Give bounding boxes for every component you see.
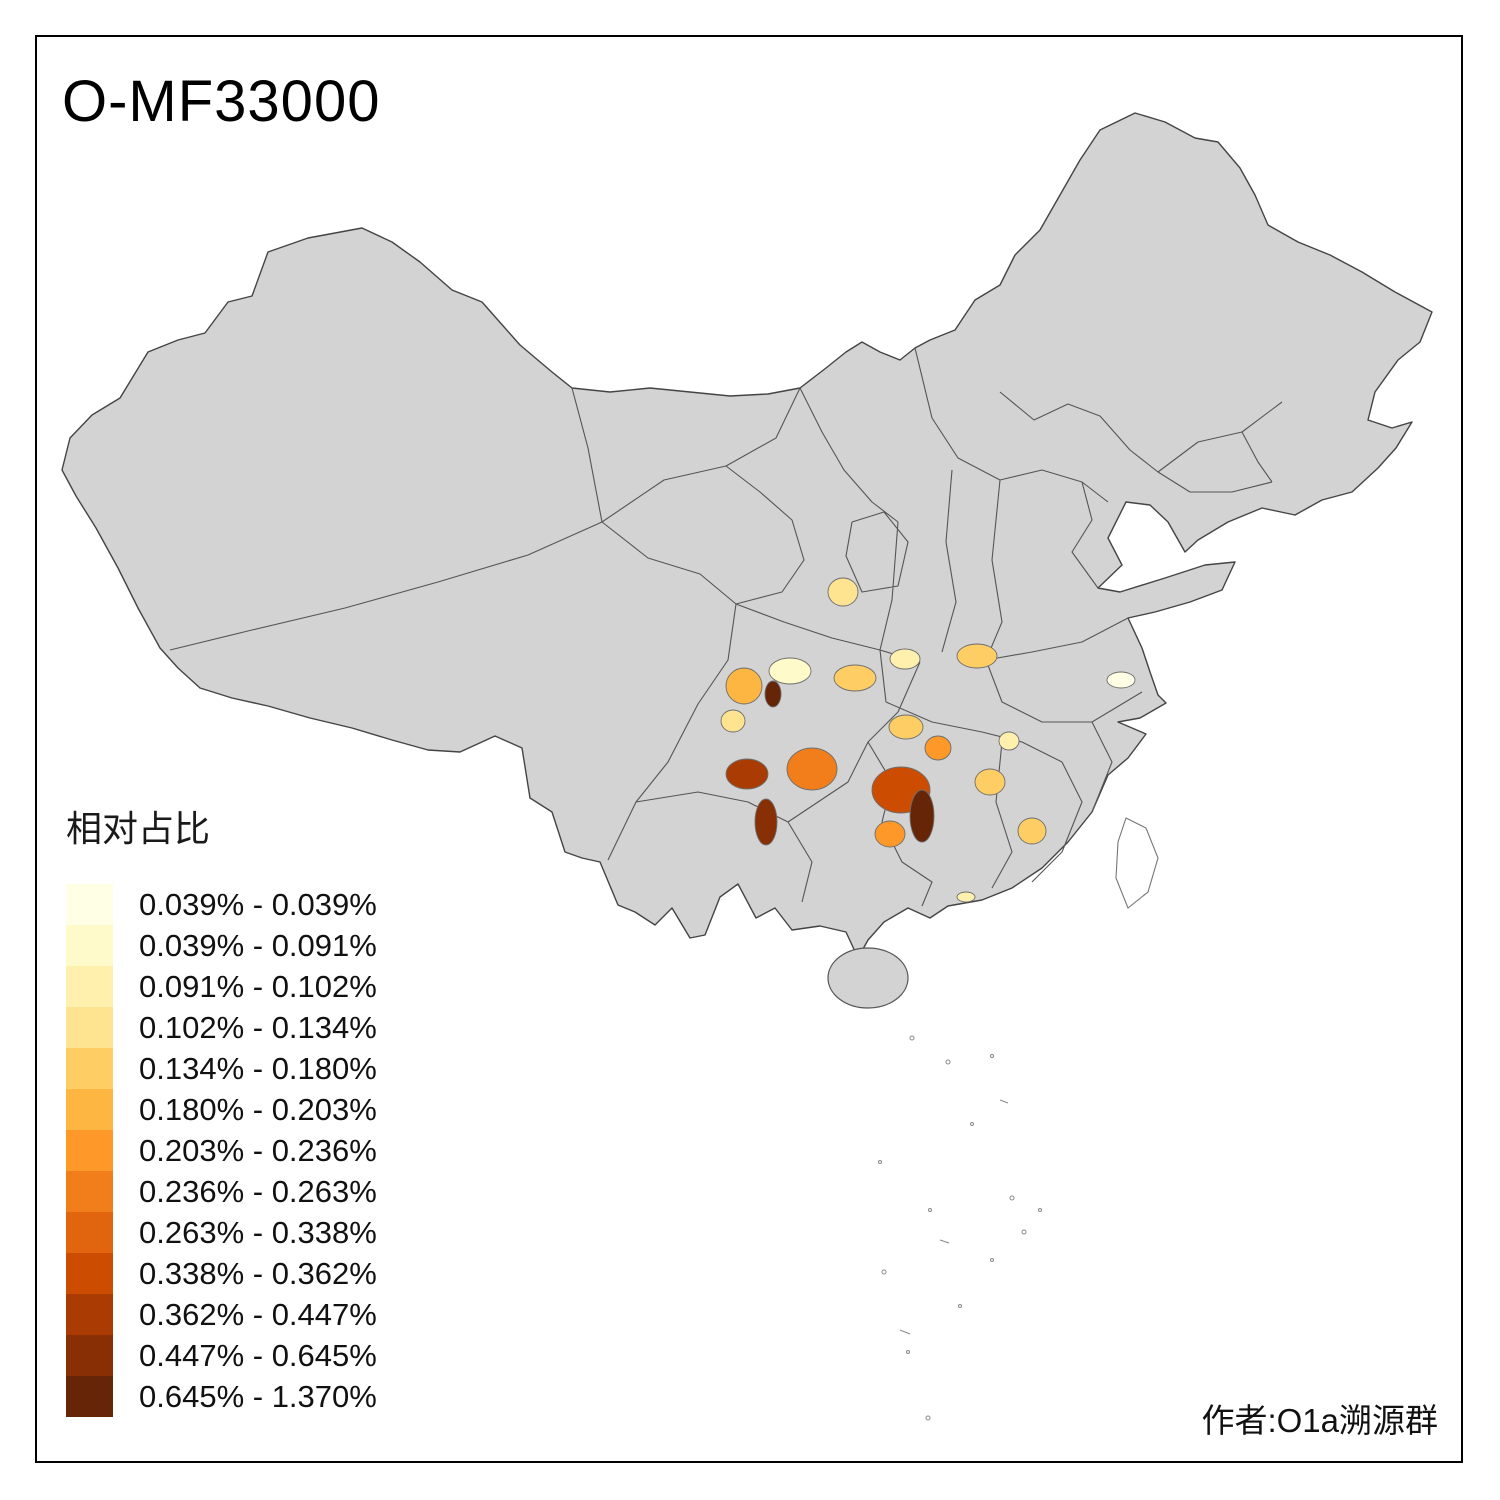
highlighted-prefecture	[768, 657, 812, 685]
legend-swatch	[66, 1089, 113, 1130]
legend-swatch	[66, 966, 113, 1007]
highlighted-prefecture	[725, 667, 763, 705]
legend-row: 0.338% - 0.362%	[66, 1253, 377, 1294]
legend: 相对占比 0.039% - 0.039% 0.039% - 0.091% 0.091…	[66, 800, 377, 1417]
sea-islets	[878, 1035, 1042, 1421]
highlighted-prefecture	[764, 680, 782, 708]
highlighted-prefecture	[725, 758, 769, 790]
legend-swatch	[66, 1376, 113, 1417]
legend-row: 0.263% - 0.338%	[66, 1212, 377, 1253]
highlighted-prefecture	[786, 747, 838, 791]
highlighted-prefecture	[956, 891, 976, 903]
legend-row: 0.180% - 0.203%	[66, 1089, 377, 1130]
legend-title: 相对占比	[66, 808, 211, 849]
legend-swatch	[66, 1171, 113, 1212]
highlighted-prefecture	[889, 648, 921, 670]
hainan-island	[827, 947, 909, 1009]
province-borders	[169, 347, 1283, 907]
legend-swatch	[66, 1130, 113, 1171]
highlighted-prefecture	[1106, 671, 1136, 689]
legend-label: 0.362% - 0.447%	[139, 1296, 377, 1332]
legend-swatch	[66, 884, 113, 925]
legend-label: 0.039% - 0.091%	[139, 927, 377, 963]
page-title: O-MF33000	[62, 69, 381, 134]
legend-row: 0.447% - 0.645%	[66, 1335, 377, 1376]
legend-swatch	[66, 1253, 113, 1294]
legend-items: 0.039% - 0.039% 0.039% - 0.091% 0.091% - 0…	[66, 884, 377, 1417]
taiwan-island	[1115, 817, 1159, 909]
highlight-regions	[720, 577, 1136, 903]
highlighted-prefecture	[924, 735, 952, 761]
legend-swatch	[66, 1212, 113, 1253]
legend-swatch	[66, 1048, 113, 1089]
legend-row: 0.039% - 0.039%	[66, 884, 377, 925]
legend-label: 0.203% - 0.236%	[139, 1132, 377, 1168]
legend-row: 0.102% - 0.134%	[66, 1007, 377, 1048]
legend-label: 0.447% - 0.645%	[139, 1337, 377, 1373]
legend-label: 0.134% - 0.180%	[139, 1050, 377, 1086]
legend-swatch	[66, 1007, 113, 1048]
highlighted-prefecture	[974, 768, 1006, 796]
credit-text: 作者:O1a溯源群	[1201, 1402, 1438, 1439]
highlighted-prefecture	[909, 789, 935, 843]
highlighted-prefecture	[998, 731, 1020, 751]
highlighted-prefecture	[1017, 817, 1047, 845]
legend-row: 0.134% - 0.180%	[66, 1048, 377, 1089]
mainland-outline	[61, 112, 1433, 959]
legend-row: 0.091% - 0.102%	[66, 966, 377, 1007]
legend-label: 0.338% - 0.362%	[139, 1255, 377, 1291]
legend-label: 0.645% - 1.370%	[139, 1378, 377, 1414]
legend-swatch	[66, 1335, 113, 1376]
legend-row: 0.039% - 0.091%	[66, 925, 377, 966]
highlighted-prefecture	[874, 820, 906, 848]
highlighted-prefecture	[827, 577, 859, 607]
legend-swatch	[66, 1294, 113, 1335]
highlighted-prefecture	[720, 709, 746, 733]
legend-label: 0.039% - 0.039%	[139, 886, 377, 922]
legend-row: 0.236% - 0.263%	[66, 1171, 377, 1212]
legend-row: 0.645% - 1.370%	[66, 1376, 377, 1417]
highlighted-prefecture	[956, 643, 998, 669]
legend-label: 0.236% - 0.263%	[139, 1173, 377, 1209]
legend-row: 0.203% - 0.236%	[66, 1130, 377, 1171]
highlighted-prefecture	[833, 664, 877, 692]
legend-label: 0.102% - 0.134%	[139, 1009, 377, 1045]
legend-swatch	[66, 925, 113, 966]
highlighted-prefecture	[754, 798, 778, 846]
legend-row: 0.362% - 0.447%	[66, 1294, 377, 1335]
legend-label: 0.091% - 0.102%	[139, 968, 377, 1004]
highlighted-prefecture	[888, 714, 924, 740]
legend-label: 0.263% - 0.338%	[139, 1214, 377, 1250]
legend-label: 0.180% - 0.203%	[139, 1091, 377, 1127]
